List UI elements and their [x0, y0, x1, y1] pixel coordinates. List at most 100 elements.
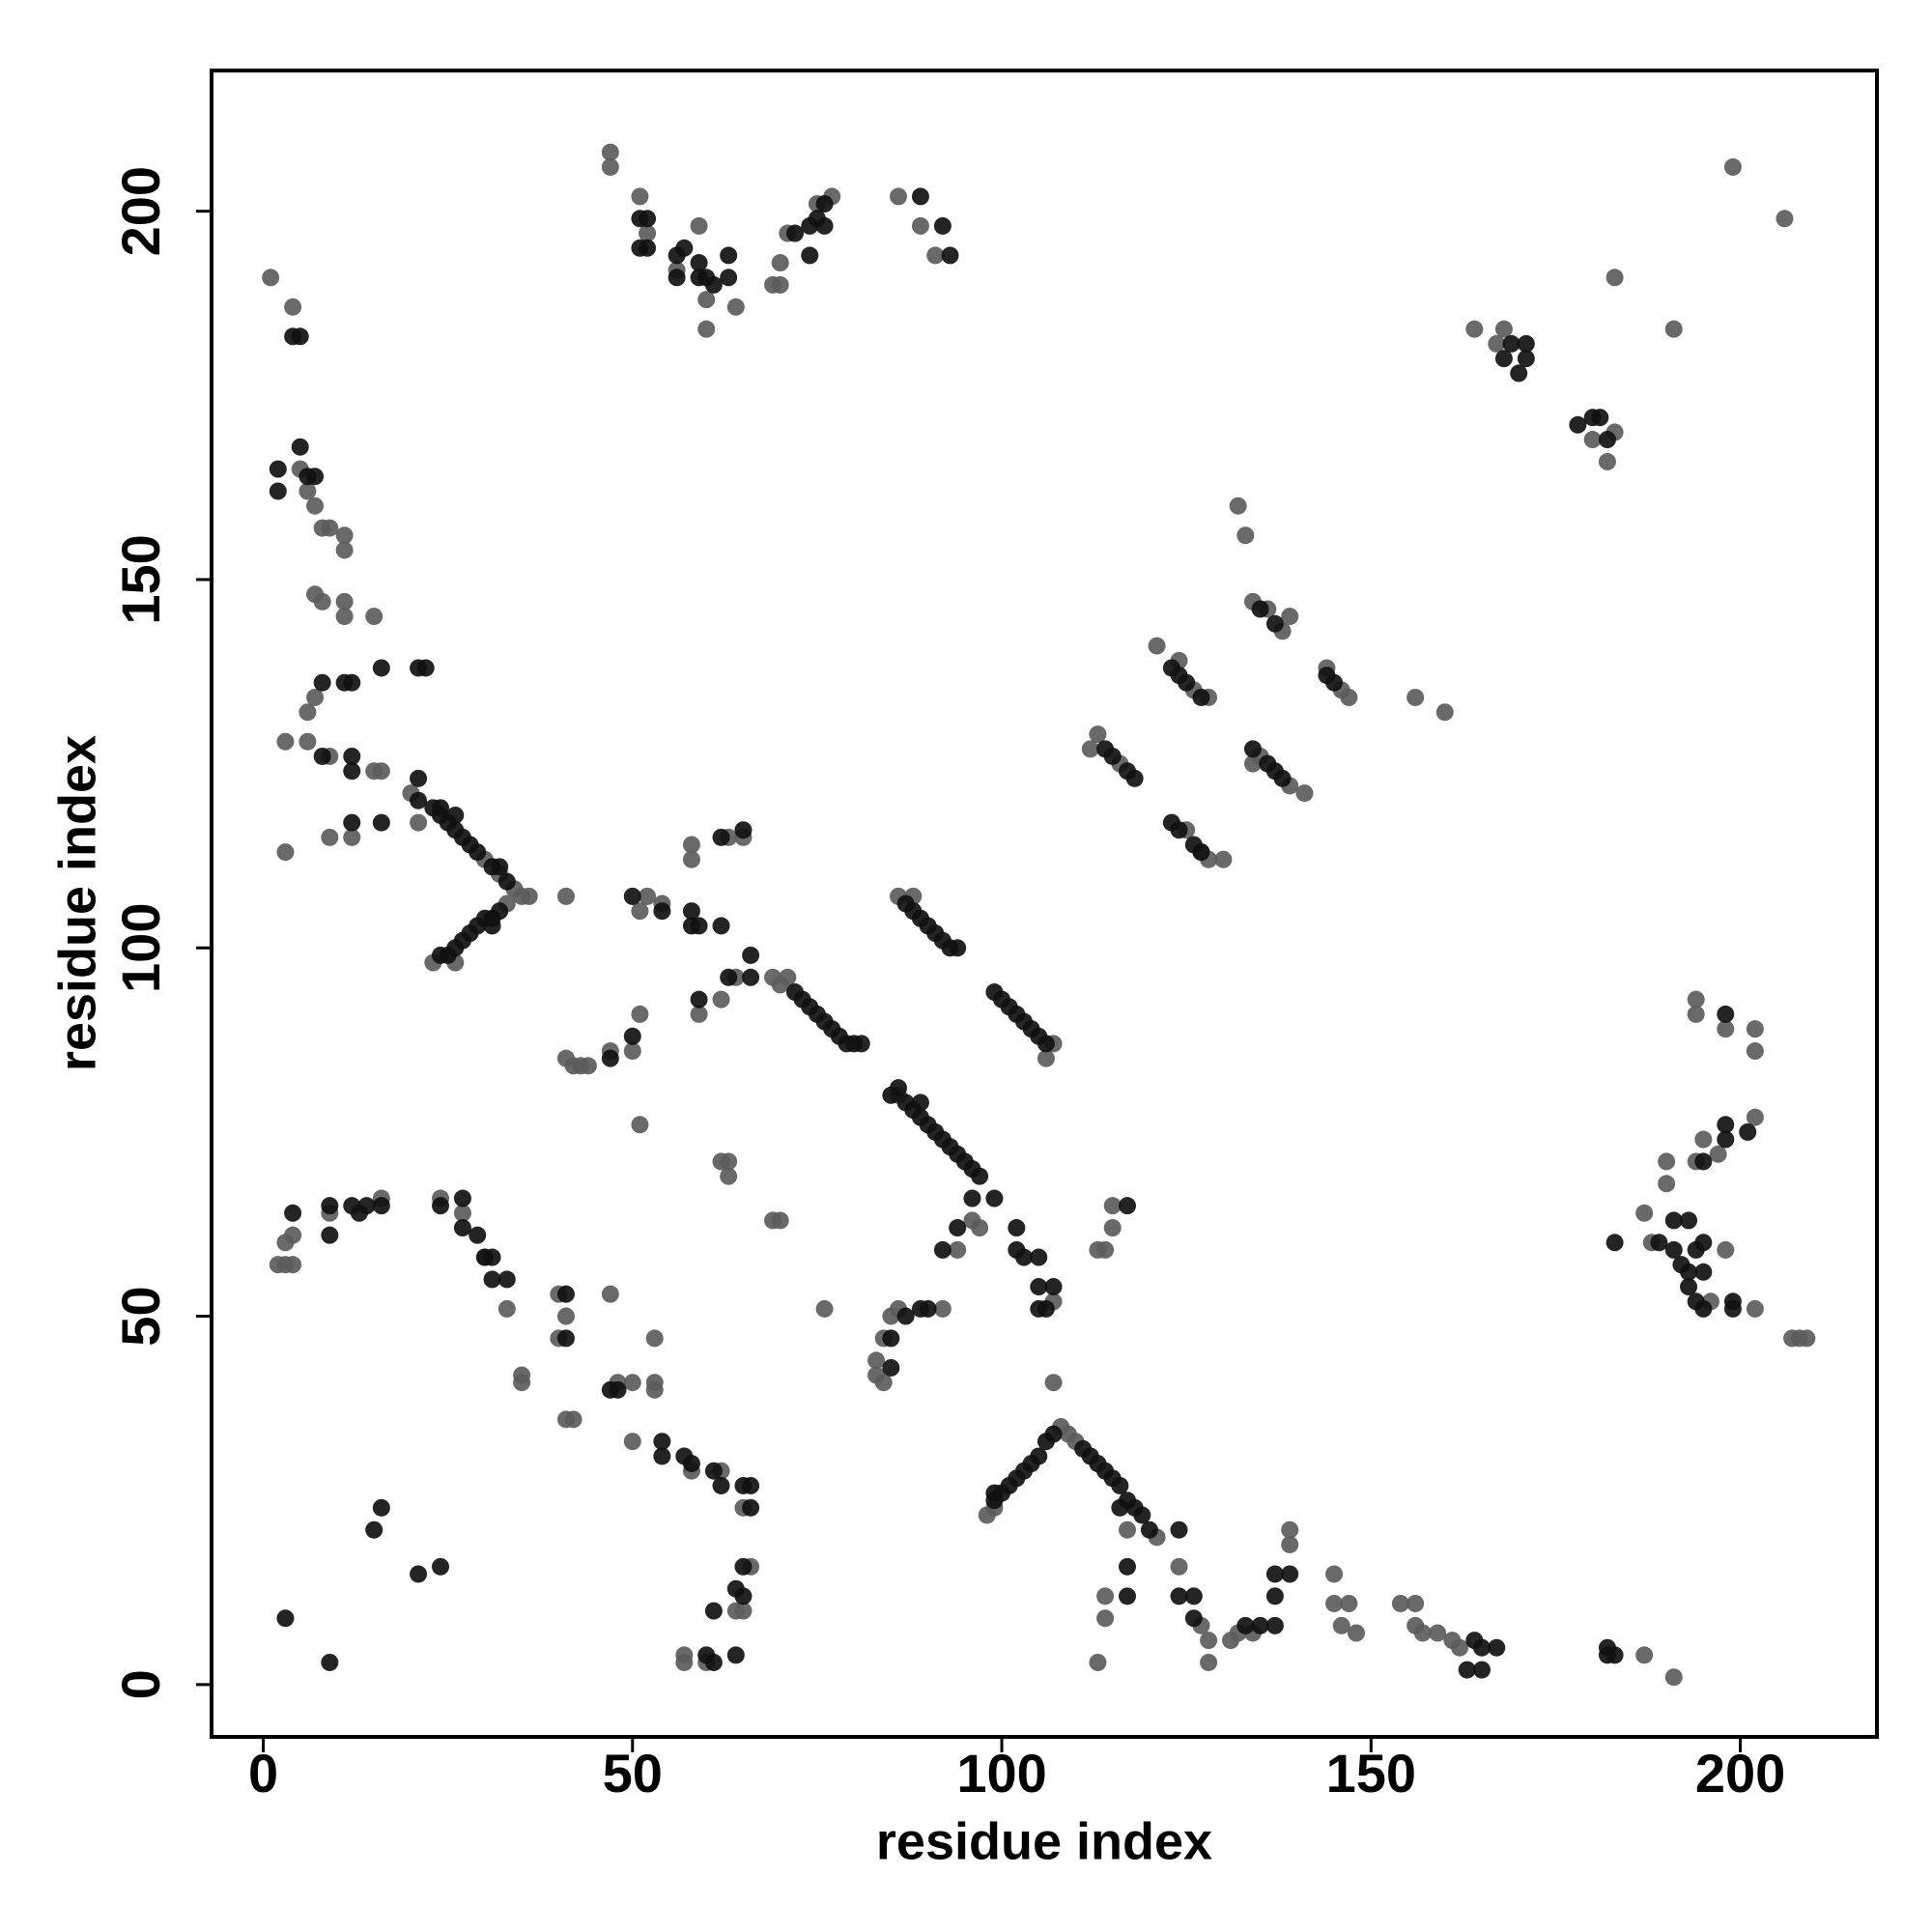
point	[1096, 1609, 1115, 1628]
point	[1488, 334, 1506, 353]
point	[410, 813, 428, 832]
point	[1717, 1116, 1735, 1134]
point	[1030, 1278, 1048, 1296]
point	[1281, 1520, 1299, 1539]
point	[675, 239, 694, 257]
point	[556, 1307, 575, 1325]
point	[1295, 784, 1314, 803]
point	[785, 224, 804, 242]
x-tick-label: 100	[956, 1743, 1046, 1804]
point	[933, 1299, 952, 1318]
point	[623, 1042, 641, 1061]
point	[1030, 1447, 1048, 1465]
point	[432, 799, 450, 817]
y-tick-label: 200	[110, 166, 171, 256]
point	[1746, 1108, 1764, 1126]
point	[1472, 1661, 1491, 1679]
point	[1458, 1661, 1476, 1679]
point	[801, 246, 819, 265]
point	[815, 216, 834, 235]
point	[1406, 688, 1425, 706]
point	[483, 1248, 501, 1266]
point	[949, 1240, 967, 1259]
point	[321, 1653, 339, 1671]
point	[704, 1653, 723, 1671]
point	[704, 275, 723, 294]
point	[682, 850, 700, 868]
point	[1325, 1565, 1344, 1583]
point	[1413, 1624, 1432, 1642]
point	[690, 1005, 708, 1023]
point	[372, 659, 390, 677]
point	[734, 821, 753, 839]
point	[771, 254, 789, 272]
point	[601, 157, 619, 176]
point	[284, 1204, 302, 1222]
point	[372, 1498, 390, 1517]
point	[1037, 1299, 1055, 1318]
point	[639, 224, 657, 242]
point	[609, 1380, 627, 1399]
point	[639, 887, 657, 905]
point	[1236, 526, 1255, 545]
point	[668, 269, 686, 287]
point	[926, 246, 945, 265]
point	[410, 791, 428, 810]
point	[623, 1433, 641, 1451]
y-tick-label: 100	[110, 903, 171, 993]
point	[1717, 1020, 1735, 1038]
point	[410, 769, 428, 787]
point	[321, 828, 339, 846]
point	[1451, 1638, 1469, 1657]
point	[343, 813, 361, 832]
point	[1044, 1425, 1063, 1443]
point	[1717, 1240, 1735, 1259]
point	[350, 1204, 368, 1222]
point	[734, 1602, 753, 1620]
point	[712, 1476, 730, 1494]
point	[579, 1057, 597, 1075]
point	[742, 1498, 760, 1517]
y-tick-label: 50	[110, 1286, 171, 1346]
point	[291, 438, 309, 456]
point	[446, 806, 465, 824]
point	[697, 291, 716, 309]
point	[1635, 1204, 1654, 1222]
point	[1664, 1668, 1683, 1687]
point	[556, 887, 575, 905]
point	[343, 673, 361, 692]
point	[1694, 1299, 1713, 1318]
point	[1044, 1278, 1063, 1296]
point	[1510, 364, 1528, 383]
point	[1717, 1005, 1735, 1023]
point	[639, 210, 657, 228]
point	[1340, 1594, 1358, 1612]
point	[513, 1374, 531, 1392]
point	[1251, 1616, 1269, 1634]
point	[313, 747, 331, 765]
point	[497, 1299, 516, 1318]
point	[276, 843, 295, 862]
point	[742, 946, 760, 964]
point	[483, 1270, 501, 1289]
point	[623, 1374, 641, 1392]
point	[469, 843, 487, 862]
point	[1096, 1587, 1115, 1605]
point	[771, 275, 789, 294]
point	[1658, 1152, 1676, 1171]
point	[1502, 334, 1520, 353]
point	[1739, 1122, 1757, 1141]
point	[949, 939, 967, 957]
point	[298, 703, 317, 722]
point	[416, 659, 435, 677]
point	[1081, 740, 1099, 758]
point	[1281, 608, 1299, 626]
point	[971, 1167, 989, 1185]
point	[284, 298, 302, 316]
point	[1746, 1042, 1764, 1061]
point	[1435, 703, 1454, 722]
point	[1170, 1557, 1188, 1576]
point	[1103, 1219, 1122, 1237]
point	[631, 1116, 649, 1134]
point	[1680, 1278, 1698, 1296]
